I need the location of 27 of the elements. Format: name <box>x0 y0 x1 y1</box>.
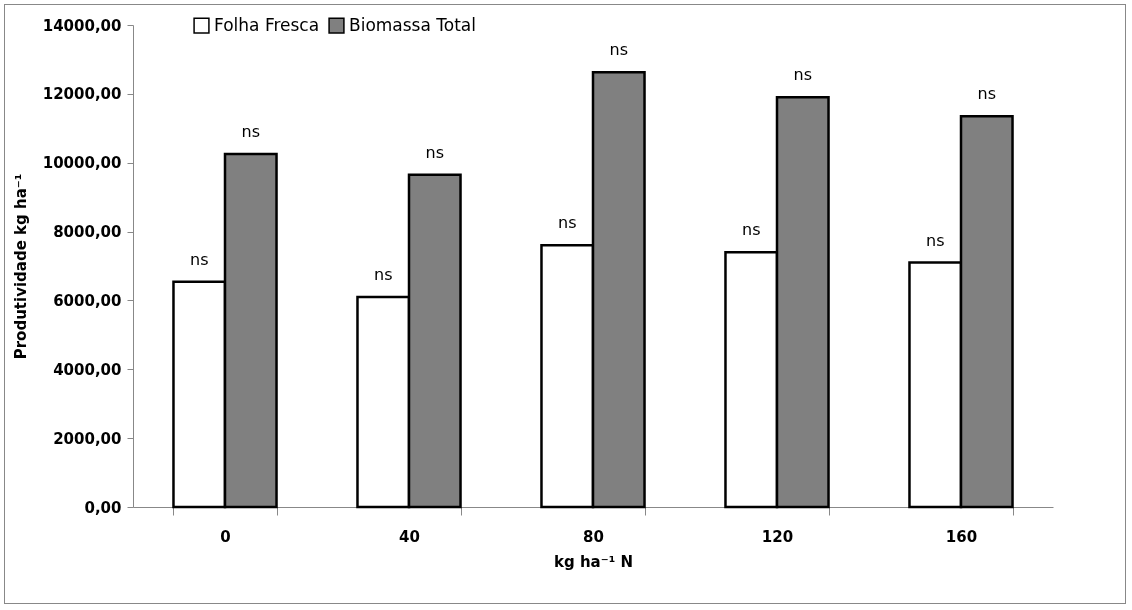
data-label: ns <box>425 142 444 162</box>
y-tick-label: 4000,00 <box>53 360 122 379</box>
y-tick-label: 8000,00 <box>53 223 122 242</box>
y-tick-label: 14000,00 <box>42 16 122 35</box>
legend-label: Folha Fresca <box>214 14 320 35</box>
legend-label: Biomassa Total <box>349 14 477 35</box>
data-label: ns <box>742 220 761 240</box>
data-label: ns <box>609 40 628 60</box>
data-label: ns <box>374 264 393 284</box>
y-tick-label: 0,00 <box>84 498 122 517</box>
data-label: ns <box>977 84 996 104</box>
data-label: ns <box>926 230 945 250</box>
data-label: ns <box>241 122 260 142</box>
y-tick-label: 6000,00 <box>53 291 122 310</box>
data-label: ns <box>558 213 577 233</box>
data-label: ns <box>793 65 812 85</box>
x-tick-label: 160 <box>945 527 978 546</box>
x-axis-title: kg ha⁻¹ N <box>554 552 633 571</box>
y-tick-label: 2000,00 <box>53 429 122 448</box>
y-tick-label: 12000,00 <box>42 85 122 104</box>
x-tick-label: 80 <box>583 527 604 546</box>
x-tick-label: 0 <box>220 527 231 546</box>
data-label: ns <box>190 249 209 269</box>
x-tick-label: 40 <box>399 527 420 546</box>
y-axis-title: Produtividade kg ha⁻¹ <box>11 173 30 360</box>
y-tick-label: 10000,00 <box>42 154 122 173</box>
x-tick-label: 120 <box>761 527 794 546</box>
